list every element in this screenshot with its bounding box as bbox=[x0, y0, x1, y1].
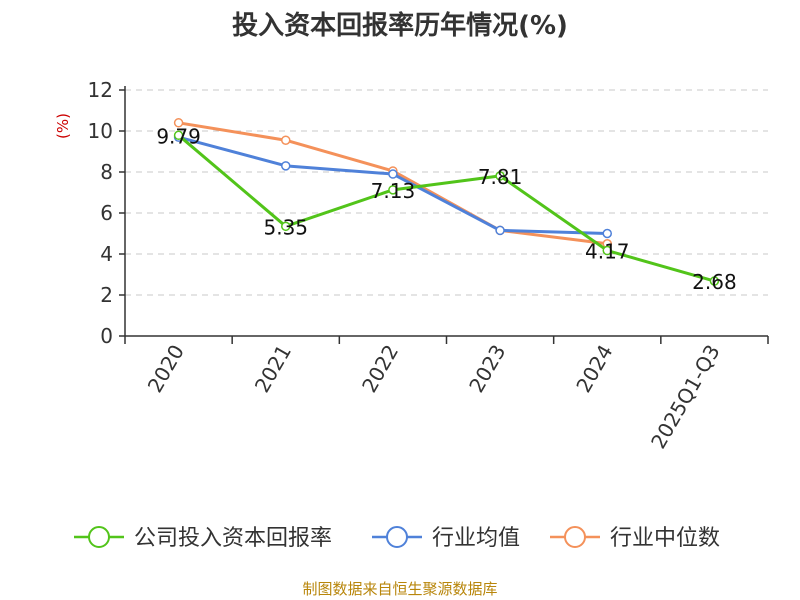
data-label: 4.17 bbox=[585, 240, 630, 264]
x-tick-label: 2023 bbox=[464, 341, 510, 397]
series-0-point bbox=[388, 185, 398, 195]
series-0-point bbox=[602, 245, 612, 256]
data-label: 2.68 bbox=[692, 270, 737, 294]
legend: 公司投入资本回报率 行业均值 行业中位数 bbox=[74, 526, 720, 551]
y-tick-label: 2 bbox=[100, 283, 113, 307]
y-tick-label: 4 bbox=[100, 242, 113, 266]
series-0-point bbox=[173, 130, 184, 141]
series-2-point bbox=[173, 118, 184, 128]
axes bbox=[119, 86, 769, 344]
data-label: 7.13 bbox=[371, 179, 416, 203]
series-1-point bbox=[495, 225, 505, 236]
legend-swatch-marker bbox=[386, 526, 408, 548]
legend-item-1: 行业均值 bbox=[372, 526, 520, 551]
legend-label: 行业中位数 bbox=[610, 526, 720, 551]
chart-title: 投入资本回报率历年情况(%) bbox=[232, 10, 568, 41]
y-tick-label: 10 bbox=[88, 119, 113, 143]
legend-label: 公司投入资本回报率 bbox=[134, 526, 332, 551]
y-axis-unit: (%) bbox=[54, 113, 72, 139]
data-labels: 9.79 5.35 7.13 7.81 4.17 2.68 bbox=[156, 124, 736, 294]
x-tick-label: 2021 bbox=[250, 341, 296, 397]
legend-swatch-marker bbox=[564, 526, 586, 548]
series-0-point bbox=[495, 171, 505, 181]
series-2-point bbox=[281, 135, 291, 145]
x-tick-label: 2024 bbox=[571, 341, 617, 397]
series-0-point bbox=[709, 276, 720, 286]
series-1-point bbox=[602, 228, 612, 239]
legend-item-2: 行业中位数 bbox=[550, 526, 720, 551]
x-tick-label: 2020 bbox=[143, 341, 189, 397]
grid-lines bbox=[125, 89, 768, 296]
x-axis-ticks: 2020 2021 2022 2023 2024 2025Q1-Q3 bbox=[143, 341, 725, 453]
series-0-line bbox=[177, 134, 715, 283]
legend-item-0: 公司投入资本回报率 bbox=[74, 526, 332, 551]
y-tick-label: 8 bbox=[100, 160, 113, 184]
y-tick-label: 12 bbox=[88, 78, 113, 102]
data-label: 5.35 bbox=[263, 215, 308, 239]
y-axis-ticks: 0 2 4 6 8 10 12 bbox=[88, 78, 113, 348]
y-tick-label: 0 bbox=[100, 324, 113, 348]
legend-swatch-marker bbox=[88, 526, 110, 548]
series-1-point bbox=[281, 161, 291, 171]
series-1-point bbox=[388, 169, 398, 179]
legend-label: 行业均值 bbox=[432, 526, 520, 551]
data-label: 9.79 bbox=[156, 124, 201, 148]
series-group bbox=[173, 118, 720, 286]
data-label: 7.81 bbox=[478, 165, 523, 189]
x-tick-label: 2025Q1-Q3 bbox=[646, 341, 725, 453]
y-tick-label: 6 bbox=[100, 201, 113, 225]
source-note: 制图数据来自恒生聚源数据库 bbox=[302, 580, 497, 598]
series-0-point bbox=[281, 221, 291, 232]
x-tick-label: 2022 bbox=[357, 341, 403, 397]
